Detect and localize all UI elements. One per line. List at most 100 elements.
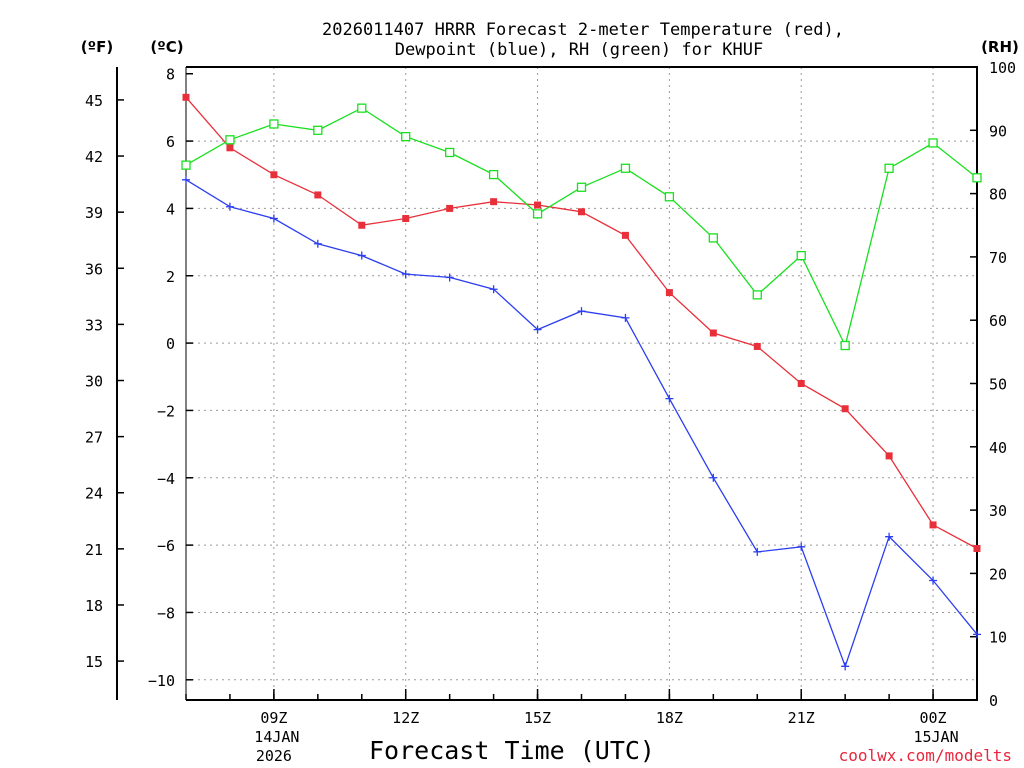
fahrenheit-tick-label: 21 — [85, 541, 103, 559]
celsius-tick-label: 0 — [166, 335, 175, 353]
rh-point — [928, 138, 938, 148]
x-tick-label: 09Z — [260, 709, 287, 727]
celsius-tick-label: −8 — [157, 604, 175, 622]
temperature-point — [709, 329, 717, 337]
temperature-point — [402, 215, 410, 223]
temperature-point — [797, 380, 805, 387]
rh-point — [972, 173, 982, 183]
x-tick-label: 18Z — [656, 709, 683, 727]
celsius-tick-label: 4 — [166, 200, 175, 218]
rh-point — [576, 182, 587, 192]
rh-point — [357, 103, 367, 113]
celsius-tick-label: −10 — [148, 672, 175, 690]
dewpoint-point — [225, 202, 234, 211]
left-unit-celsius: (ºC) — [150, 38, 183, 56]
rh-tick-label: 40 — [989, 439, 1007, 457]
rh-point — [532, 209, 543, 219]
x-tick-date: 15JAN — [913, 728, 958, 746]
fahrenheit-tick-label: 15 — [85, 653, 103, 671]
temperature-point — [753, 342, 761, 350]
fahrenheit-tick-label: 33 — [85, 316, 103, 334]
temperature-point — [621, 231, 629, 239]
dewpoint-point — [577, 307, 586, 316]
rh-tick-label: 0 — [989, 692, 998, 710]
dewpoint-point — [929, 576, 938, 585]
dewpoint-point — [357, 251, 366, 260]
dewpoint-point — [709, 473, 718, 482]
celsius-tick-label: −6 — [157, 537, 175, 555]
celsius-tick-label: 6 — [166, 133, 175, 151]
rh-point — [840, 340, 850, 351]
dewpoint-point — [797, 542, 806, 551]
temperature-point — [665, 289, 673, 297]
temperature-line — [185, 96, 978, 550]
fahrenheit-tick-label: 45 — [85, 92, 103, 110]
rh-tick-label: 20 — [989, 565, 1007, 583]
series-markers — [181, 93, 982, 671]
temperature-point — [929, 521, 937, 529]
rh-point — [884, 163, 894, 173]
dewpoint-point — [533, 325, 542, 334]
temperature-point — [314, 191, 322, 199]
temperature-point — [226, 144, 234, 152]
dewpoint-point — [885, 532, 894, 541]
dewpoint-point — [489, 285, 498, 294]
fahrenheit-tick-label: 42 — [85, 148, 103, 166]
dewpoint-point — [445, 273, 454, 282]
fahrenheit-tick-label: 36 — [85, 260, 103, 278]
fahrenheit-tick-label: 24 — [85, 485, 103, 503]
x-tick-label: 12Z — [392, 709, 419, 727]
rh-tick-label: 10 — [989, 629, 1007, 647]
rh-tick-label: 80 — [989, 186, 1007, 204]
axes: 454239363330272421181586420−2−4−6−8−1010… — [85, 59, 1016, 765]
rh-tick-label: 100 — [989, 59, 1016, 77]
rh-point — [401, 131, 411, 142]
rh-tick-label: 60 — [989, 312, 1007, 330]
temperature-point — [885, 452, 893, 460]
rh-point — [620, 163, 631, 173]
rh-point — [313, 125, 323, 135]
dewpoint-point — [182, 175, 190, 184]
celsius-tick-label: −2 — [157, 402, 175, 420]
celsius-tick-label: −4 — [157, 470, 175, 488]
rh-point — [488, 169, 499, 180]
chart-title: 2026011407 HRRR Forecast 2-meter Tempera… — [322, 20, 844, 40]
left-unit-fahrenheit: (ºF) — [81, 38, 113, 56]
rh-tick-label: 50 — [989, 376, 1007, 394]
dewpoint-point — [401, 270, 410, 279]
fahrenheit-tick-label: 30 — [85, 373, 103, 391]
x-tick-year: 2026 — [256, 747, 292, 765]
rh-tick-label: 30 — [989, 502, 1007, 520]
right-unit-rh: (RH) — [981, 38, 1019, 56]
dewpoint-point — [753, 547, 762, 556]
fahrenheit-tick-label: 27 — [85, 429, 103, 447]
dewpoint-point — [621, 313, 630, 322]
temperature-point — [973, 544, 981, 552]
fahrenheit-tick-label: 18 — [85, 597, 103, 615]
rh-point — [708, 233, 718, 243]
celsius-tick-label: 2 — [166, 268, 175, 286]
x-tick-label: 21Z — [788, 709, 815, 727]
temperature-point — [446, 204, 454, 212]
temperature-point — [578, 208, 585, 216]
rh-point — [752, 290, 762, 300]
dewpoint-point — [841, 662, 850, 671]
temperature-point — [841, 405, 849, 413]
x-tick-label: 15Z — [524, 709, 551, 727]
rh-point — [796, 250, 806, 261]
dewpoint-point — [973, 630, 981, 639]
temperature-point — [534, 201, 542, 209]
temperature-point — [182, 93, 190, 101]
grid-lines — [186, 67, 977, 700]
rh-point — [664, 192, 675, 202]
x-tick-label: 00Z — [920, 709, 947, 727]
celsius-tick-label: 8 — [166, 66, 175, 84]
dewpoint-point — [269, 214, 278, 223]
dewpoint-point — [665, 394, 674, 403]
source-credit: coolwx.com/modelts — [839, 746, 1012, 765]
dewpoint-point — [313, 239, 322, 248]
rh-point — [225, 135, 235, 145]
rh-point — [445, 147, 455, 158]
temperature-point — [490, 198, 498, 206]
